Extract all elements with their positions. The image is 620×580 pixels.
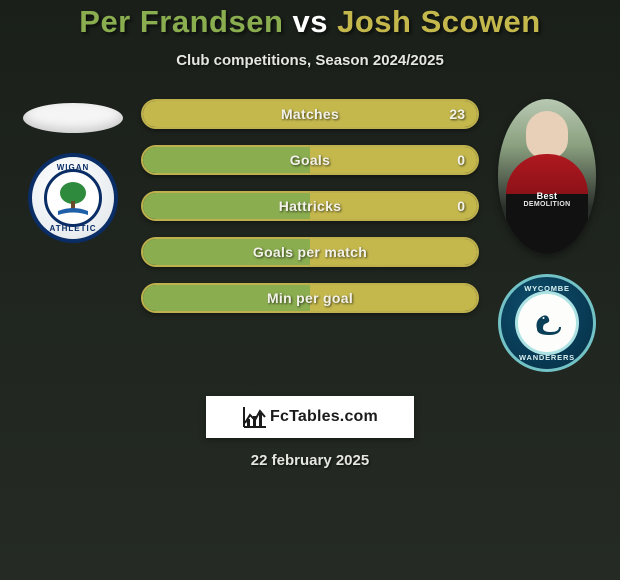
tree-icon xyxy=(52,177,94,219)
sponsor-line2: DEMOLITION xyxy=(498,201,596,208)
title-vs: vs xyxy=(293,4,328,39)
sponsor-line1: Best xyxy=(537,191,558,201)
comparison-row: WIGAN ATHLETIC Matches23Goals0Hattricks0… xyxy=(0,99,620,372)
player1-club-crest: WIGAN ATHLETIC xyxy=(28,153,118,243)
stat-bar: Goals per match xyxy=(141,237,479,267)
player2-club-crest: WYCOMBE WANDERERS xyxy=(498,274,596,372)
subtitle: Club competitions, Season 2024/2025 xyxy=(0,52,620,69)
stat-bar: Hattricks0 xyxy=(141,191,479,221)
crest-inner xyxy=(518,294,576,352)
watermark-text: FcTables.com xyxy=(270,408,378,426)
player1-silhouette xyxy=(23,103,123,133)
stat-value-p2: 23 xyxy=(449,101,465,127)
title-player2: Josh Scowen xyxy=(337,4,541,39)
stat-label: Hattricks xyxy=(143,198,477,214)
page-title: Per Frandsen vs Josh Scowen xyxy=(0,4,620,40)
shirt-sponsor: Best DEMOLITION xyxy=(498,191,596,208)
date: 22 february 2025 xyxy=(0,452,620,469)
title-player1: Per Frandsen xyxy=(79,4,283,39)
watermark: FcTables.com xyxy=(206,396,414,438)
crest-text-bottom: ATHLETIC xyxy=(32,224,114,233)
stat-label: Min per goal xyxy=(143,290,477,306)
left-column: WIGAN ATHLETIC xyxy=(13,99,133,243)
stat-label: Matches xyxy=(143,106,477,122)
crest-inner xyxy=(44,169,102,227)
crest-text-bottom: WANDERERS xyxy=(501,353,593,362)
stat-bars: Matches23Goals0Hattricks0Goals per match… xyxy=(141,99,479,313)
stat-bar: Matches23 xyxy=(141,99,479,129)
right-column: Best DEMOLITION WYCOMBE WANDERERS xyxy=(487,99,607,372)
stat-bar: Min per goal xyxy=(141,283,479,313)
stat-label: Goals xyxy=(143,152,477,168)
chart-icon xyxy=(242,405,268,429)
swan-icon xyxy=(527,303,567,343)
stat-bar: Goals0 xyxy=(141,145,479,175)
crest-text-top: WIGAN xyxy=(32,163,114,172)
crest-text-top: WYCOMBE xyxy=(501,284,593,293)
stat-value-p2: 0 xyxy=(457,147,465,173)
stat-label: Goals per match xyxy=(143,244,477,260)
player2-photo: Best DEMOLITION xyxy=(498,99,596,254)
stat-value-p2: 0 xyxy=(457,193,465,219)
